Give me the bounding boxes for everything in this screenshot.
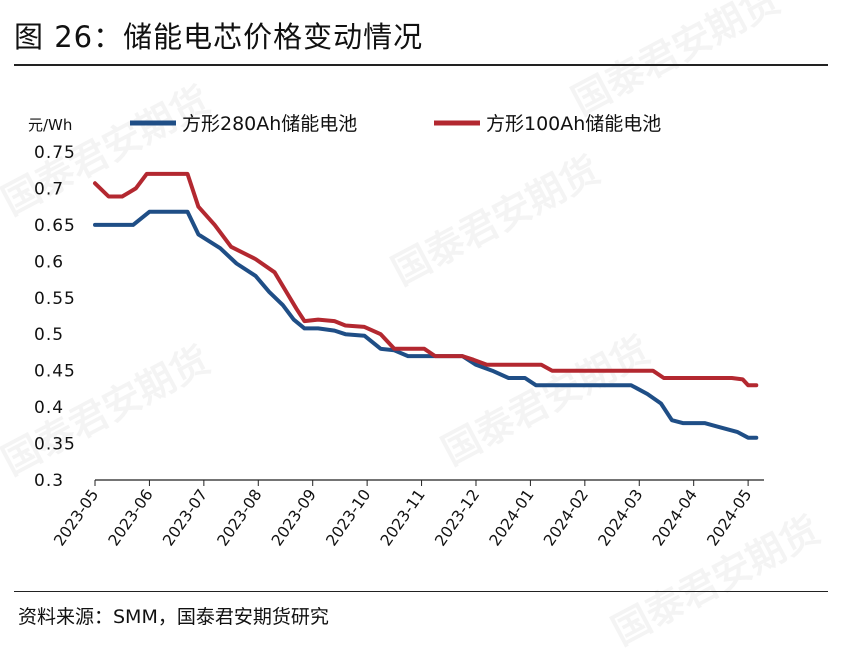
source-note: 资料来源：SMM，国泰君安期货研究	[18, 606, 329, 628]
series-line-1	[93, 209, 759, 440]
source-divider	[14, 591, 828, 592]
x-tick-label: 2023-11	[377, 486, 429, 549]
x-tick-label: 2023-10	[323, 486, 375, 549]
y-tick-label: 0.65	[34, 216, 76, 236]
price-line-chart: 方形280Ah储能电池 方形100Ah储能电池 元/Wh 0.3 0.35 0.4 0.4…	[28, 113, 764, 549]
y-axis-unit-label: 元/Wh	[28, 116, 72, 134]
title-divider	[14, 64, 828, 66]
x-tick-label: 2024-02	[540, 486, 592, 549]
x-tick-label: 2024-01	[486, 486, 538, 549]
legend: 方形280Ah储能电池 方形100Ah储能电池	[130, 113, 661, 135]
series-lines	[93, 171, 759, 440]
y-tick-label: 0.45	[34, 362, 76, 382]
x-tick-label: 2023-12	[431, 486, 483, 549]
y-tick-label: 0.5	[34, 325, 64, 345]
y-tick-label: 0.3	[34, 471, 64, 491]
x-tick-label: 2023-07	[159, 486, 211, 549]
x-tick-label: 2024-04	[649, 486, 701, 549]
x-tick-label: 2023-08	[214, 486, 266, 549]
legend-label-1: 方形280Ah储能电池	[182, 113, 357, 135]
x-tick-label: 2024-05	[703, 486, 755, 549]
y-tick-label: 0.4	[34, 398, 64, 418]
y-tick-label: 0.6	[34, 252, 64, 272]
x-tick-label: 2023-09	[268, 486, 320, 549]
x-tick-label: 2024-03	[595, 486, 647, 549]
y-tick-label: 0.55	[34, 289, 76, 309]
x-tick-label: 2023-05	[50, 486, 102, 549]
y-tick-label: 0.75	[34, 143, 76, 163]
y-tick-label: 0.35	[34, 435, 76, 455]
legend-label-2: 方形100Ah储能电池	[486, 113, 661, 135]
x-axis: 2023-05 2023-06 2023-07 2023-08 2023-09 2023-…	[50, 479, 764, 549]
y-axis: 元/Wh 0.3 0.35 0.4 0.45 0.5 0.55 0.6 0.65 0.7 0.75	[28, 116, 76, 491]
x-tick-label: 2023-06	[105, 486, 157, 549]
series-line-2	[93, 171, 759, 388]
y-tick-label: 0.7	[34, 179, 64, 199]
figure-title: 图 26：储能电芯价格变动情况	[14, 20, 424, 54]
